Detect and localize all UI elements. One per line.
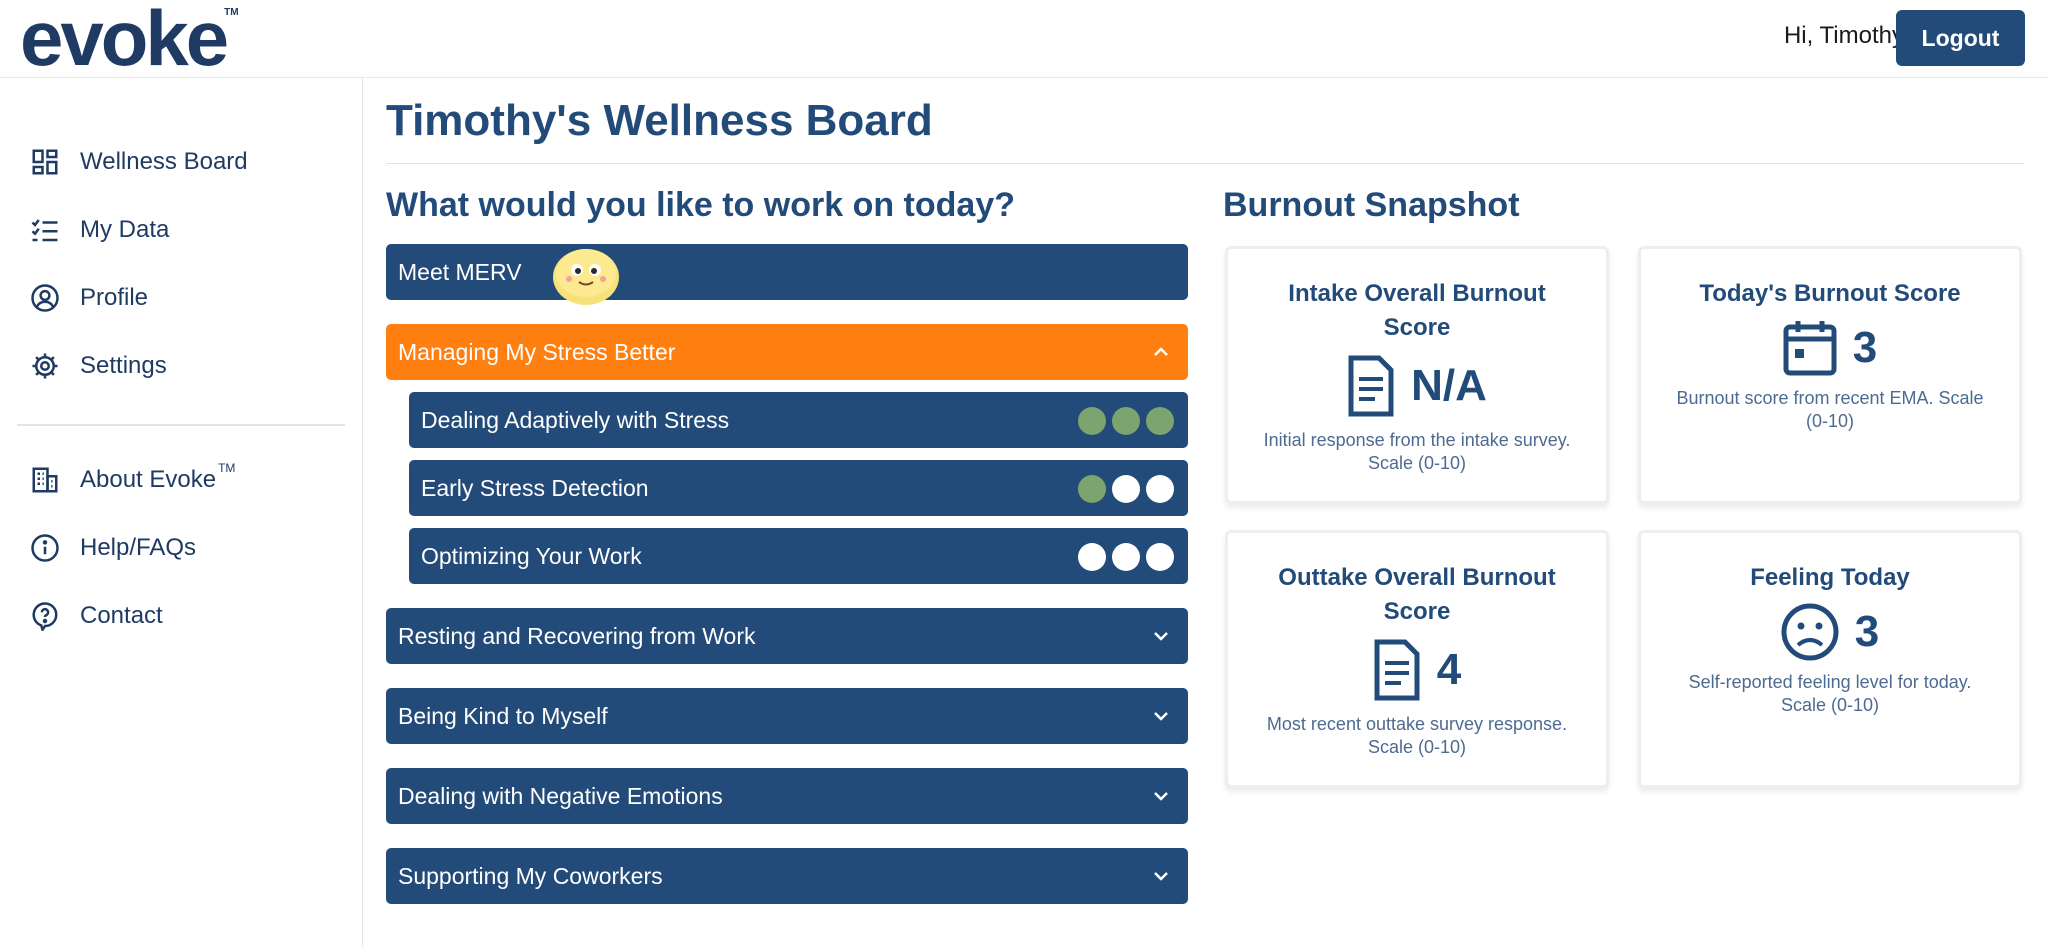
todays-burnout-card: Today's Burnout Score 3 Burnout score fr… xyxy=(1638,246,2022,504)
card-description: Most recent outtake survey response. Scal… xyxy=(1266,714,1568,757)
sidebar-item-about-evoke[interactable]: About Evoke TM xyxy=(30,460,235,500)
card-title: Outtake Overall Burnout Score xyxy=(1278,564,1556,625)
card-value: 3 xyxy=(1852,323,1878,372)
progress-dot xyxy=(1146,543,1174,571)
module-resting-recovering[interactable]: Resting and Recovering from Work xyxy=(386,608,1188,664)
submodule-optimizing-work[interactable]: Optimizing Your Work xyxy=(409,528,1188,584)
progress-dot xyxy=(1146,407,1174,435)
calendar-icon xyxy=(1783,321,1837,376)
evoke-logo[interactable]: evoke TM xyxy=(20,0,239,82)
sidebar-item-label: About Evoke xyxy=(80,466,217,493)
sidebar-item-label: Contact xyxy=(80,602,163,629)
progress-dot xyxy=(1112,543,1140,571)
card-value: N/A xyxy=(1411,361,1487,410)
card-value: 4 xyxy=(1436,645,1462,694)
card-title: Intake Overall Burnout Score xyxy=(1288,280,1546,341)
submodule-label: Optimizing Your Work xyxy=(421,542,642,569)
intake-burnout-card: Intake Overall Burnout Score N/A Initial … xyxy=(1225,246,1609,504)
progress-dot xyxy=(1112,475,1140,503)
card-value: 3 xyxy=(1854,607,1880,656)
logo-text: evoke xyxy=(20,0,229,82)
chevron-down-icon xyxy=(1154,632,1168,641)
submodule-early-stress-detection[interactable]: Early Stress Detection xyxy=(409,460,1188,516)
module-label: Being Kind to Myself xyxy=(398,702,608,729)
module-label: Managing My Stress Better xyxy=(398,338,676,365)
progress-dot xyxy=(1078,543,1106,571)
sidebar-item-settings[interactable]: Settings xyxy=(30,346,167,386)
module-supporting-coworkers[interactable]: Supporting My Coworkers xyxy=(386,848,1188,904)
progress-dot xyxy=(1146,475,1174,503)
outtake-burnout-card: Outtake Overall Burnout Score 4 Most rece… xyxy=(1225,530,1609,788)
work-heading: What would you like to work on today? xyxy=(386,186,1015,224)
page-title: Timothy's Wellness Board xyxy=(386,96,933,145)
sidebar-item-contact[interactable]: Contact xyxy=(30,596,163,636)
top-header: evoke TM Hi, Timothy Logout xyxy=(0,0,2048,82)
logo-trademark: TM xyxy=(224,7,239,18)
user-circle-icon xyxy=(31,284,59,312)
module-negative-emotions[interactable]: Dealing with Negative Emotions xyxy=(386,768,1188,824)
sidebar-item-wellness-board[interactable]: Wellness Board xyxy=(30,142,248,182)
chevron-up-icon xyxy=(1154,347,1168,356)
dashboard-icon xyxy=(32,149,58,175)
question-bubble-icon xyxy=(32,602,58,631)
submodule-dealing-adaptively[interactable]: Dealing Adaptively with Stress xyxy=(409,392,1188,448)
sidebar-item-profile[interactable]: Profile xyxy=(30,278,148,318)
sidebar-item-label: My Data xyxy=(80,216,170,243)
chevron-down-icon xyxy=(1154,872,1168,881)
chevron-down-icon xyxy=(1154,792,1168,801)
card-title: Feeling Today xyxy=(1750,564,1910,591)
progress-dots xyxy=(1078,543,1174,571)
sad-face-icon xyxy=(1781,603,1839,661)
snapshot-heading: Burnout Snapshot xyxy=(1223,186,1520,224)
module-label: Dealing with Negative Emotions xyxy=(398,782,723,809)
document-icon xyxy=(1348,355,1394,417)
module-meet-merv[interactable]: Meet MERV xyxy=(386,244,1188,300)
chevron-down-icon xyxy=(1154,712,1168,721)
module-label: Meet MERV xyxy=(398,258,522,285)
card-description: Burnout score from recent EMA. Scale (0-1… xyxy=(1676,388,1984,431)
info-icon xyxy=(31,534,59,562)
card-description: Self-reported feeling level for today. Sc… xyxy=(1688,672,1972,715)
card-value-row: 4 xyxy=(1228,639,1606,701)
submodule-label: Early Stress Detection xyxy=(421,474,649,501)
progress-dot xyxy=(1078,407,1106,435)
title-divider xyxy=(386,163,2024,164)
building-icon xyxy=(32,467,58,493)
gear-icon xyxy=(32,353,58,379)
module-label: Supporting My Coworkers xyxy=(398,862,663,889)
sidebar-item-label: Wellness Board xyxy=(80,148,248,175)
sidebar: Wellness Board My Data Profile Settings … xyxy=(0,78,363,947)
module-label: Resting and Recovering from Work xyxy=(398,622,756,649)
module-managing-stress[interactable]: Managing My Stress Better xyxy=(386,324,1188,380)
card-description: Initial response from the intake survey.… xyxy=(1263,430,1571,473)
card-value-row: N/A xyxy=(1228,355,1606,417)
progress-dots xyxy=(1078,407,1174,435)
sidebar-item-label: Help/FAQs xyxy=(80,534,197,561)
sidebar-item-help-faqs[interactable]: Help/FAQs xyxy=(30,528,196,568)
trademark-superscript: TM xyxy=(218,461,236,475)
sidebar-item-label: Settings xyxy=(80,352,167,379)
card-value-row: 3 xyxy=(1641,603,2019,661)
progress-dot xyxy=(1112,407,1140,435)
user-greeting: Hi, Timothy xyxy=(1783,22,1904,49)
card-value-row: 3 xyxy=(1641,319,2019,377)
merv-mascot-icon xyxy=(553,249,619,305)
card-title: Today's Burnout Score xyxy=(1699,280,1961,307)
sidebar-divider xyxy=(17,424,345,426)
module-being-kind[interactable]: Being Kind to Myself xyxy=(386,688,1188,744)
document-icon xyxy=(1374,639,1420,701)
progress-dot xyxy=(1078,475,1106,503)
feeling-today-card: Feeling Today 3 Self-reported feeling le… xyxy=(1638,530,2022,788)
progress-dots xyxy=(1078,475,1174,503)
submodule-label: Dealing Adaptively with Stress xyxy=(421,406,730,433)
sidebar-item-label: Profile xyxy=(80,284,149,311)
checklist-icon xyxy=(31,219,58,242)
logout-button[interactable]: Logout xyxy=(1896,10,2025,66)
sidebar-item-my-data[interactable]: My Data xyxy=(30,210,169,250)
